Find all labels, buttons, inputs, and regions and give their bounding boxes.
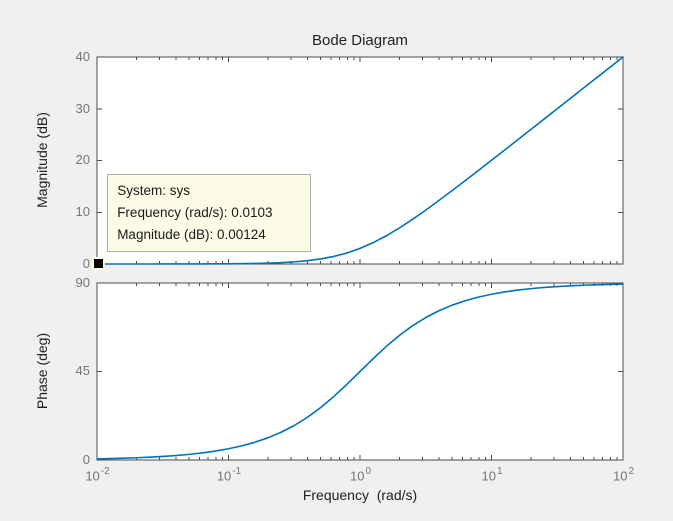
datatip-magnitude-line: Magnitude (dB): 0.00124 bbox=[117, 226, 266, 242]
frequency-axis-label: Frequency (rad/s) bbox=[302, 487, 418, 503]
plot-title: Bode Diagram bbox=[312, 32, 408, 49]
phase-ytick-90: 90 bbox=[75, 275, 90, 290]
mag-ytick-10: 10 bbox=[75, 204, 90, 219]
xtick-10e-2: 10-2 bbox=[85, 466, 110, 484]
xtick-base: 10 bbox=[349, 468, 365, 484]
mag-ytick-20: 20 bbox=[75, 152, 90, 167]
magnitude-axes-box bbox=[96, 56, 624, 265]
mag-ytick-0: 0 bbox=[82, 256, 90, 271]
phase-ytick-0: 0 bbox=[82, 452, 90, 467]
xtick-base: 10 bbox=[85, 468, 100, 484]
xtick-10e0: 100 bbox=[349, 466, 372, 484]
xtick-base: 10 bbox=[216, 468, 232, 484]
xtick-exponent: 0 bbox=[365, 466, 372, 477]
xtick-exponent: 1 bbox=[496, 466, 503, 477]
xtick-10e1: 101 bbox=[481, 466, 503, 484]
xtick-exponent: 2 bbox=[628, 466, 635, 477]
xtick-exponent: -2 bbox=[100, 466, 110, 477]
datatip-box[interactable]: System: sys Frequency (rad/s): 0.0103 Ma… bbox=[107, 173, 312, 252]
mag-ytick-30: 30 bbox=[75, 101, 90, 116]
magnitude-curve[interactable] bbox=[96, 56, 624, 265]
phase-curve[interactable] bbox=[96, 283, 624, 460]
xtick-10e2: 102 bbox=[612, 466, 635, 484]
xtick-10e-1: 10-1 bbox=[216, 466, 242, 484]
xtick-base: 10 bbox=[612, 468, 628, 484]
mag-ytick-40: 40 bbox=[75, 49, 90, 64]
phase-axes-box bbox=[96, 282, 624, 461]
xtick-base: 10 bbox=[481, 468, 496, 484]
phase-ytick-45: 45 bbox=[75, 363, 90, 378]
xtick-exponent: -1 bbox=[232, 466, 242, 477]
datatip-frequency-line: Frequency (rad/s): 0.0103 bbox=[117, 204, 273, 220]
datatip-marker[interactable] bbox=[92, 257, 106, 271]
datatip-system-line: System: sys bbox=[117, 182, 190, 198]
